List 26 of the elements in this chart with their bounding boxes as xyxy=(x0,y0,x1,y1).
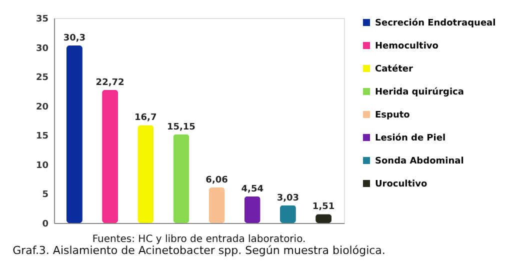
legend-label: Sonda Abdominal xyxy=(375,156,464,166)
y-tick-label: 15 xyxy=(36,132,48,142)
data-label: 16,7 xyxy=(134,113,157,124)
legend-label: Hemocultivo xyxy=(375,42,438,52)
data-label: 4,54 xyxy=(241,184,264,194)
data-label: 15,15 xyxy=(166,122,196,132)
legend-label: Secreción Endotraqueal xyxy=(375,18,496,28)
text: Graf.3. Aislamiento de Acinetobacter spp. Según muestra biológica. xyxy=(12,244,386,257)
y-tick-label: 30 xyxy=(36,44,48,54)
data-label: 3,03 xyxy=(276,193,300,204)
y-tick-label: 20 xyxy=(36,102,48,112)
y-tick-label: 10 xyxy=(36,160,48,171)
legend-label: Urocultivo xyxy=(375,180,428,190)
source-note: Fuentes: HC y libro de entrada laboratorio. xyxy=(92,234,306,245)
data-label: 1,51 xyxy=(312,202,335,212)
y-tick-label: 5 xyxy=(42,190,48,200)
data-label: 6,06 xyxy=(206,176,228,186)
legend-label: Esputo xyxy=(375,110,410,120)
y-tick-label: 0 xyxy=(42,220,48,230)
data-label: 30,3 xyxy=(63,34,86,44)
legend-label: Lesión de Piel xyxy=(375,132,446,144)
y-tick-label: 25 xyxy=(36,73,48,84)
legend-label: Catéter xyxy=(375,64,414,74)
data-label: 22,72 xyxy=(96,78,124,88)
y-tick-label: 35 xyxy=(36,14,48,24)
legend-label: Herida quirúrgica xyxy=(375,86,464,98)
